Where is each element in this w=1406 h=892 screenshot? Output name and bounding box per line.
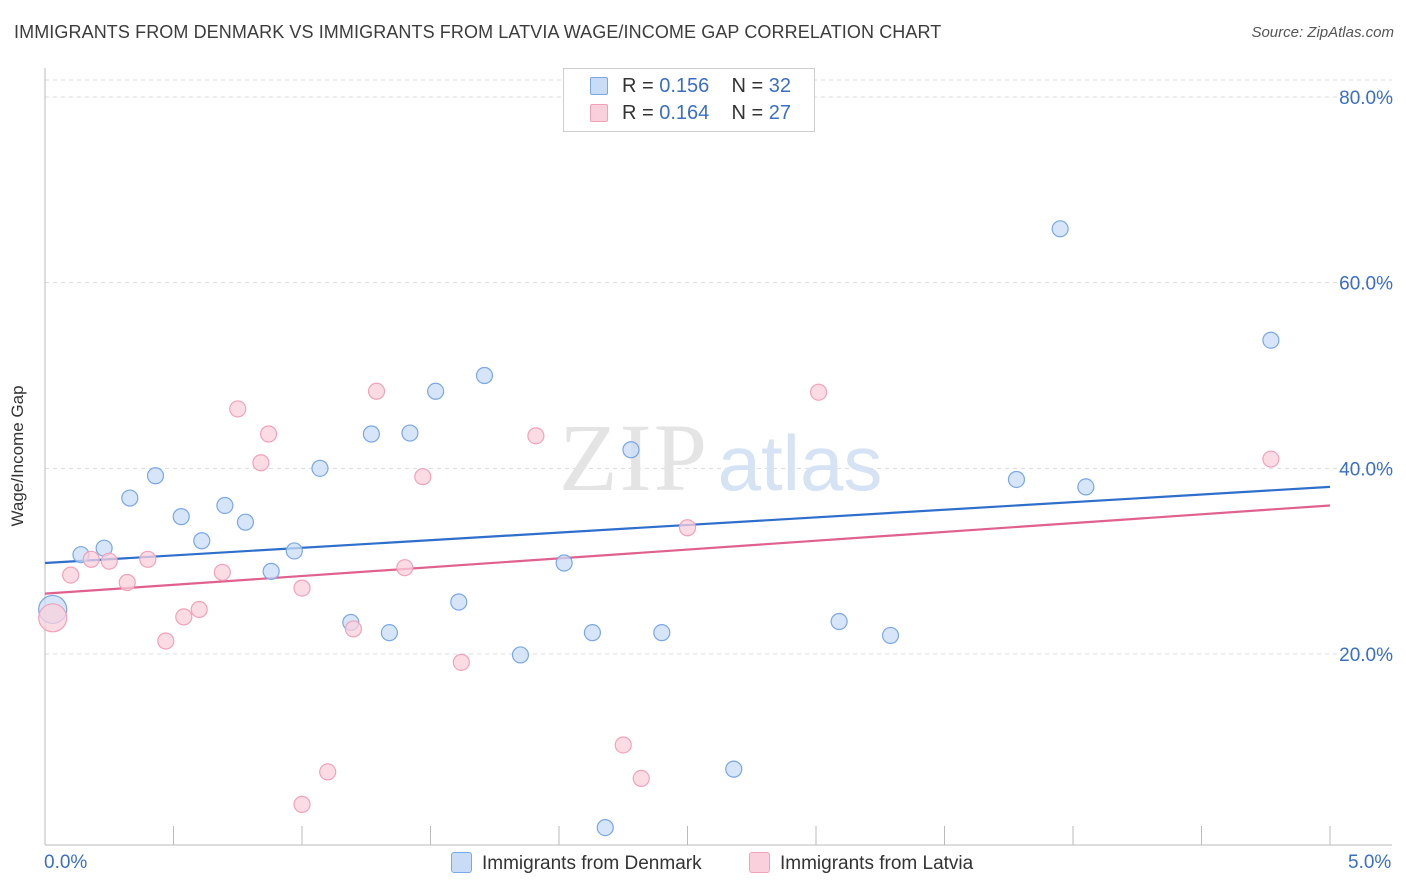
data-point-s0-20: [555, 554, 573, 572]
data-point-s0-25: [830, 612, 848, 631]
data-point-s0-23: [653, 624, 671, 642]
legend-n-value: 27: [768, 102, 792, 124]
data-points: [38, 220, 1280, 837]
bottom-legend-label-denmark: Immigrants from Denmark: [482, 853, 702, 874]
data-point-s1-14: [319, 763, 337, 781]
data-point-s1-26: [1262, 450, 1280, 468]
data-point-s0-4: [146, 467, 165, 485]
data-point-s0-26: [881, 626, 900, 645]
data-point-s1-7: [175, 608, 193, 626]
data-point-s0-21: [583, 624, 602, 642]
data-point-s1-1: [62, 566, 80, 584]
legend-n-label: N =: [731, 102, 769, 124]
data-point-s0-31: [596, 818, 614, 837]
x-tick-label-max: 5.0%: [1348, 852, 1392, 873]
data-point-s0-19: [511, 646, 530, 664]
y-tick-label-1: 40.0%: [1339, 459, 1393, 480]
y-tick-label-0: 20.0%: [1339, 645, 1393, 666]
data-point-s1-25: [293, 795, 311, 813]
data-point-s0-8: [236, 513, 255, 531]
data-point-s1-6: [157, 632, 175, 650]
legend-n-value: 32: [768, 75, 792, 97]
chart-title: IMMIGRANTS FROM DENMARK VS IMMIGRANTS FR…: [14, 22, 942, 42]
y-tick-label-2: 60.0%: [1339, 274, 1393, 295]
data-point-s0-13: [362, 425, 380, 443]
data-point-s0-14: [380, 624, 398, 642]
watermark-atlas: atlas: [718, 419, 883, 507]
data-point-s1-4: [118, 573, 136, 592]
bottom-legend-latvia: Immigrants from Latvia: [749, 852, 973, 875]
data-point-s1-0: [38, 603, 68, 633]
data-point-s0-24: [725, 760, 743, 778]
legend-r-value: 0.156: [659, 75, 710, 97]
chart-source: Source: ZipAtlas.com: [1251, 24, 1394, 41]
y-axis-label: Wage/Income Gap: [8, 385, 27, 527]
bottom-legend-swatch-latvia: [749, 852, 770, 873]
data-point-s1-20: [527, 427, 545, 445]
data-point-s1-22: [632, 769, 650, 787]
data-point-s0-7: [216, 496, 234, 515]
grid-lines: [45, 79, 1392, 655]
data-point-s0-11: [311, 459, 329, 477]
data-point-s1-23: [678, 519, 697, 537]
data-point-s1-10: [229, 400, 247, 418]
data-point-s1-11: [252, 454, 270, 472]
watermark: ZIP atlas: [559, 404, 882, 511]
data-point-s0-30: [1262, 331, 1280, 349]
data-point-s0-29: [1077, 478, 1095, 496]
data-point-s1-3: [100, 552, 118, 570]
legend-r-label: R =: [622, 102, 660, 124]
data-point-s1-24: [809, 383, 828, 401]
trend-line-1: [44, 504, 1331, 595]
data-point-s1-15: [344, 620, 362, 638]
data-point-s0-22: [622, 441, 640, 459]
bottom-legend-label-latvia: Immigrants from Latvia: [780, 853, 974, 874]
data-point-s1-5: [139, 550, 157, 568]
data-point-s1-18: [414, 468, 432, 486]
data-point-s0-28: [1051, 220, 1069, 238]
x-tick-label-min: 0.0%: [44, 852, 88, 873]
data-point-s1-13: [293, 579, 311, 597]
legend-swatch-denmark: [590, 77, 608, 95]
axes: [44, 68, 1392, 846]
data-point-s0-3: [121, 489, 139, 507]
data-point-s0-5: [172, 508, 190, 526]
legend-r-label: R =: [622, 75, 660, 97]
y-tick-label-3: 80.0%: [1339, 88, 1393, 109]
data-point-s1-19: [452, 653, 470, 671]
bottom-legend-swatch-denmark: [451, 852, 472, 873]
data-point-s1-12: [259, 425, 278, 443]
data-point-s1-9: [213, 563, 231, 581]
legend-r-value: 0.164: [659, 102, 710, 124]
bottom-legend-denmark: Immigrants from Denmark: [451, 852, 702, 875]
y-tick-labels: 20.0% 40.0% 60.0% 80.0%: [1339, 88, 1393, 666]
data-point-s0-6: [193, 532, 211, 550]
data-point-s1-2: [82, 550, 100, 568]
data-point-s0-10: [285, 542, 303, 560]
data-point-s0-17: [450, 593, 468, 611]
data-point-s0-9: [262, 562, 280, 580]
legend-n-label: N =: [731, 75, 769, 97]
data-point-s1-16: [367, 382, 386, 400]
data-point-s0-27: [1007, 470, 1026, 489]
legend: R = 0.156 N = 32 R = 0.164 N = 27: [563, 68, 815, 132]
data-point-s1-21: [614, 736, 632, 754]
data-point-s0-18: [475, 366, 494, 385]
data-point-s0-15: [401, 424, 419, 442]
data-point-s1-8: [190, 600, 208, 619]
legend-swatch-latvia: [590, 104, 608, 122]
data-point-s1-17: [396, 559, 414, 577]
data-point-s0-16: [427, 382, 445, 400]
